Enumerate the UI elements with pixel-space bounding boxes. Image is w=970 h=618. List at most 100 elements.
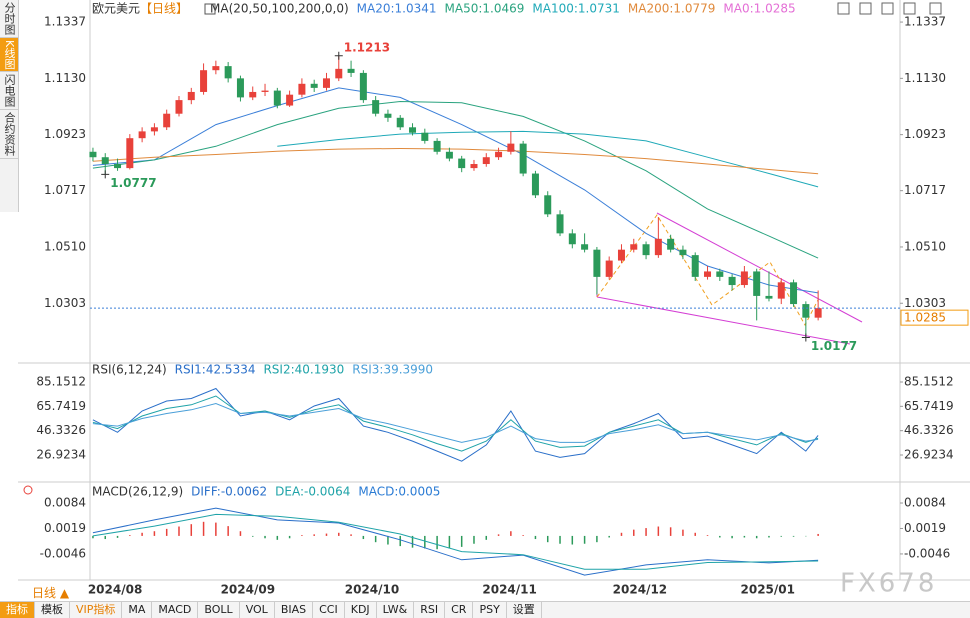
candle-body (593, 249, 601, 277)
candle-body (667, 238, 675, 250)
candle-body (470, 164, 478, 169)
watermark: FX678 (840, 569, 937, 599)
candle-body (802, 304, 810, 318)
y-tick-label: 0.0019 (904, 521, 946, 535)
legend-entry: MA50:1.0469 (445, 2, 525, 16)
candle-body (126, 138, 134, 169)
candle-body (249, 91, 257, 98)
last-price-tag (900, 309, 969, 326)
y-tick-label: 1.0510 (904, 239, 946, 253)
legend-entry: RSI3:39.3990 (352, 363, 433, 377)
icon[interactable] (929, 2, 942, 15)
toolbar-item[interactable]: 指标 (0, 602, 35, 618)
annotation-marker (801, 333, 810, 342)
ma-line (92, 147, 819, 175)
candle-body (347, 68, 355, 73)
candle-body (544, 195, 552, 215)
sidebar-tab[interactable]: 合约资料 (0, 110, 18, 160)
chart-title: 欧元美元 (92, 2, 140, 16)
candle-body (175, 100, 183, 114)
rsi-line (92, 402, 819, 443)
candle-body (236, 78, 244, 98)
candle-body (421, 132, 429, 141)
icon[interactable] (881, 2, 894, 15)
zigzag (596, 214, 819, 327)
y-tick-label: 1.0303 (904, 296, 946, 310)
candle-body (765, 295, 773, 299)
candle-body (322, 78, 330, 88)
y-tick-label: 85.1512 (36, 374, 86, 388)
toolbar-item[interactable]: VIP指标 (70, 602, 123, 618)
candle-body (89, 151, 97, 158)
candle-body (728, 276, 736, 286)
toolbar-item[interactable]: 模板 (35, 602, 70, 618)
annotation: 1.1213 (344, 40, 390, 54)
sidebar-tab[interactable]: K线图 (0, 38, 18, 73)
toolbar-item[interactable]: PSY (473, 602, 507, 618)
toolbar-item[interactable]: BOLL (198, 602, 240, 618)
candle-body (814, 308, 822, 318)
y-tick-label: 46.3326 (904, 423, 954, 437)
settings-icon[interactable] (23, 485, 33, 495)
legend-entry: MA200:1.0779 (628, 2, 716, 16)
toolbar-item[interactable]: LW& (377, 602, 415, 618)
sidebar: 分时图 K线图 闪电图 合约资料 (0, 0, 19, 212)
y-tick-label: 1.1337 (44, 15, 86, 29)
candle-body (163, 113, 171, 128)
y-tick-label: 1.1130 (904, 71, 946, 85)
candle-body (273, 90, 281, 106)
annotation-marker (101, 170, 110, 179)
candle-body (409, 127, 417, 133)
candle-body (753, 271, 761, 296)
candle-body (101, 157, 109, 165)
legend-entry: MA0:1.0285 (723, 2, 795, 16)
y-tick-label: 65.7419 (904, 399, 954, 413)
candle-body (372, 100, 380, 114)
sidebar-tab[interactable]: 闪电图 (0, 72, 18, 111)
wedge-lower (596, 296, 851, 345)
toolbar-item[interactable]: MACD (152, 602, 199, 618)
ma-line (92, 100, 819, 259)
x-tick-label: 2024/10 (345, 583, 399, 597)
y-tick-label: -0.0046 (40, 546, 86, 560)
y-tick-label: 85.1512 (904, 374, 954, 388)
annotation: 1.0177 (811, 339, 857, 353)
candle-body (482, 157, 490, 165)
toolbar-item[interactable]: VOL (240, 602, 275, 618)
candle-body (740, 271, 748, 286)
candle-body (396, 117, 404, 128)
icon[interactable] (903, 2, 916, 15)
sidebar-tab[interactable]: 分时图 (0, 0, 18, 38)
y-tick-label: 26.9234 (36, 447, 86, 461)
legend-entry: RSI2:40.1930 (263, 363, 344, 377)
legend-entry: RSI1:42.5334 (175, 363, 256, 377)
y-tick-label: 0.0084 (904, 496, 946, 510)
y-tick-label: 1.0923 (44, 127, 86, 141)
toolbar-item[interactable]: RSI (414, 602, 446, 618)
candle-body (716, 271, 724, 277)
period-selector[interactable]: 日线 ▲ (32, 586, 70, 600)
y-tick-label: 46.3326 (36, 423, 86, 437)
toolbar-item[interactable]: CR (445, 602, 474, 618)
candle-body (150, 127, 158, 132)
candle-body (200, 70, 208, 92)
x-tick-label: 2024/09 (221, 583, 275, 597)
icon[interactable] (837, 2, 850, 15)
toolbar-item[interactable]: 设置 (507, 602, 542, 618)
rsi-line (92, 387, 819, 462)
candle-body (187, 91, 195, 101)
toolbar-item[interactable]: BIAS (275, 602, 314, 618)
candle-body (531, 173, 539, 196)
y-tick-label: 1.1130 (44, 71, 86, 85)
icon[interactable] (859, 2, 872, 15)
toolbar-icons (837, 2, 942, 15)
candle-body (138, 131, 146, 139)
macd-line (92, 507, 819, 576)
toolbar-item[interactable]: MA (122, 602, 153, 618)
rsi-line (92, 395, 819, 452)
y-tick-label: 0.0084 (44, 496, 86, 510)
toolbar-item[interactable]: CCI (313, 602, 345, 618)
candle-body (704, 271, 712, 277)
candle-body (495, 151, 503, 158)
toolbar-item[interactable]: KDJ (345, 602, 377, 618)
